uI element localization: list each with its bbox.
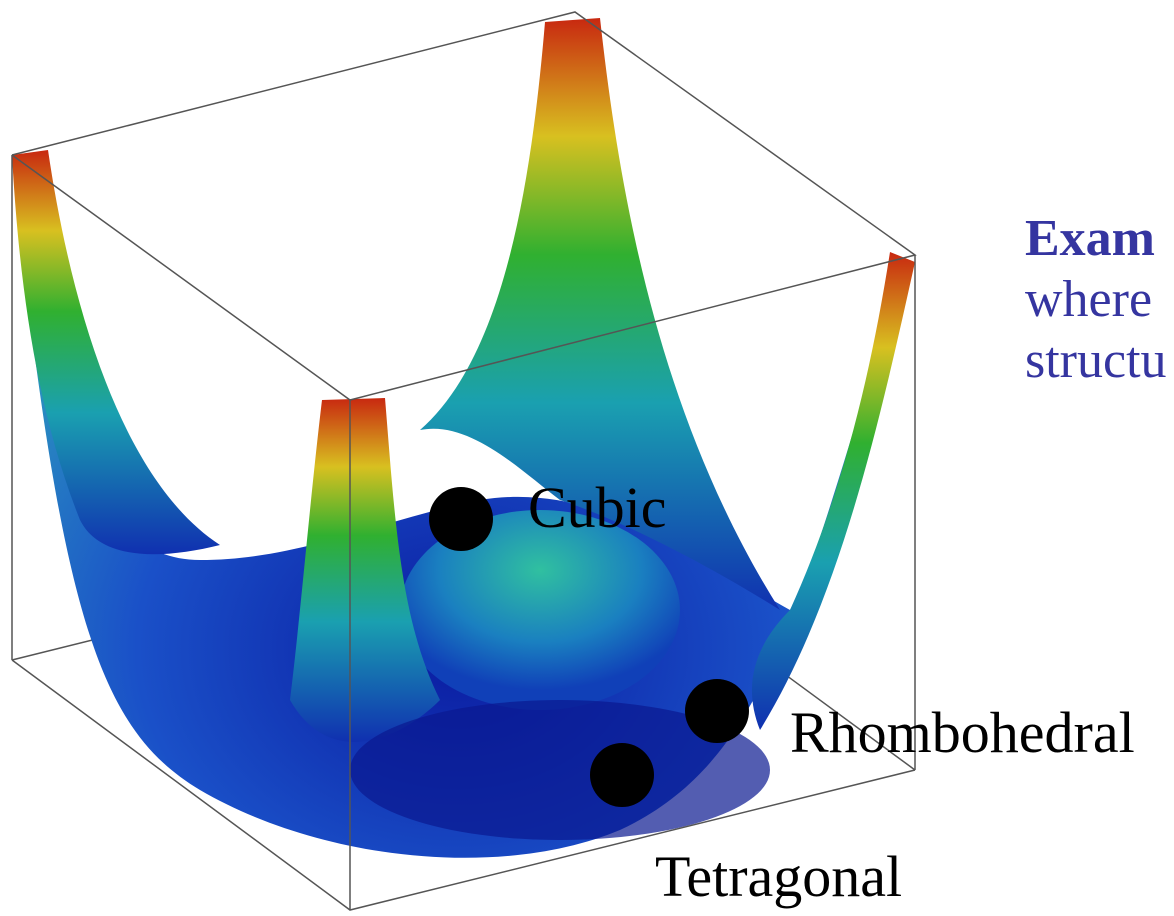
tetragonal-label: Tetragonal [655, 844, 902, 909]
rhombohedral-point [685, 679, 749, 743]
tetragonal-point [590, 743, 654, 807]
surface [12, 18, 915, 858]
cubic-point [429, 487, 493, 551]
caption-line: structu [1025, 332, 1167, 389]
rhombohedral-label: Rhombohedral [790, 700, 1135, 765]
caption-line: Exam [1025, 210, 1155, 267]
cubic-label: Cubic [528, 475, 667, 540]
box-front [11, 11, 917, 911]
caption-line: where [1025, 271, 1152, 328]
